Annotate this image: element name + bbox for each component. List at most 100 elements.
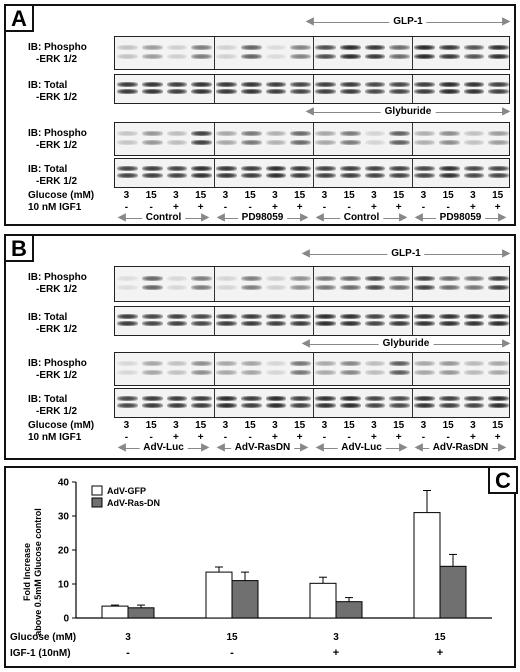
blot-band [191,139,212,145]
blot-band [339,403,361,409]
blot-band [166,361,188,367]
blot-group-separator [412,307,413,335]
blot-band [463,45,485,51]
blot-band [117,131,138,137]
blot-band [166,139,188,145]
blot-band [141,139,163,145]
blot-band [117,285,138,291]
lane-igf-value: + [271,202,278,213]
lane-igf-value: + [197,202,204,213]
panel-b-row4-label: IB: Total -ERK 1/2 [28,394,78,417]
lane-igf-value: + [271,432,278,443]
panel-a-blot-phospho-glyburide [114,122,510,156]
blot-band [216,131,237,137]
blot-band [265,89,287,95]
blot-band [141,165,163,171]
blot-band [438,45,460,51]
blot-band [290,165,311,171]
blot-band [463,53,485,59]
lane-igf-value: - [347,202,351,213]
blot-band [166,173,188,179]
y-axis-label-line1: Fold Increase [22,543,32,601]
bar-rasdn [439,565,467,619]
blot-band [117,165,138,171]
blot-band [265,45,287,51]
blot-band [315,313,336,319]
blot-band [240,173,262,179]
blot-band [290,45,311,51]
blot-band [290,89,311,95]
blot-band [166,369,188,375]
blot-band [240,369,262,375]
blot-band [315,131,336,137]
blot-band [339,45,361,51]
blot-band [414,131,435,137]
lane-igf-value: + [395,432,402,443]
blot-band [488,361,509,367]
blot-band [463,285,485,291]
blot-band [389,313,410,319]
lane-igf-value: + [296,202,303,213]
panel-b-letter: B [4,234,34,262]
panel-a-glucose-label: Glucose (mM) [28,190,95,201]
blot-band [339,81,361,87]
blot-band [191,403,212,409]
x-igf-value: + [333,647,339,659]
blot-band [438,361,460,367]
panel-a: A ◀ ▶ GLP-1 IB: Phospho -ERK 1/2 IB: Total… [4,4,516,226]
lane-igf-value: - [421,432,426,443]
blot-band [191,285,212,291]
blot-band [117,321,138,327]
blot-band [438,81,460,87]
lane-glucose-value: 3 [123,190,130,201]
blot-band [265,313,287,319]
blot-band [414,361,435,367]
blot-band [265,131,287,137]
lane-igf-value: + [469,432,476,443]
panel-b-row3-label: IB: Phospho -ERK 1/2 [28,358,87,381]
blot-band [414,369,435,375]
group-label-2: ◀ ▶ Control [316,212,407,224]
blot-band [364,285,386,291]
blot-band [290,403,311,409]
blot-band [315,395,336,401]
blot-band [141,53,163,59]
blot-band [463,275,485,281]
blot-band [438,139,460,145]
blot-band [414,139,435,145]
blot-band [191,81,212,87]
y-tick-label: 30 [58,512,70,523]
lane-glucose-value: 3 [420,420,427,431]
blot-band [117,313,138,319]
blot-band [315,165,336,171]
lane-glucose-value: 15 [442,420,454,431]
blot-band [216,285,237,291]
blot-band [364,81,386,87]
blot-band [315,321,336,327]
blot-band [216,403,237,409]
lane-igf-value: - [446,432,450,443]
panel-a-blot-total-glyburide [114,158,510,188]
blot-band [290,369,311,375]
panel-a-row1-label: IB: Phospho -ERK 1/2 [28,42,87,65]
blot-band [141,45,163,51]
blot-band [117,275,138,281]
bar-gfp [309,582,337,619]
blot-band [389,131,410,137]
blot-band [488,313,509,319]
blot-band [438,395,460,401]
group-label-0: ◀ ▶ AdV-Luc [118,442,209,454]
blot-band [141,275,163,281]
bar-rasdn [231,580,259,619]
blot-band [389,403,410,409]
blot-band [216,321,237,327]
bar-rasdn [127,607,155,619]
blot-group-separator [313,267,314,301]
blot-band [216,139,237,145]
panel-b-glucose-label: Glucose (mM) [28,420,95,431]
lane-glucose-value: 15 [145,190,157,201]
blot-band [216,45,237,51]
blot-band [414,81,435,87]
blot-band [339,139,361,145]
blot-band [389,139,410,145]
